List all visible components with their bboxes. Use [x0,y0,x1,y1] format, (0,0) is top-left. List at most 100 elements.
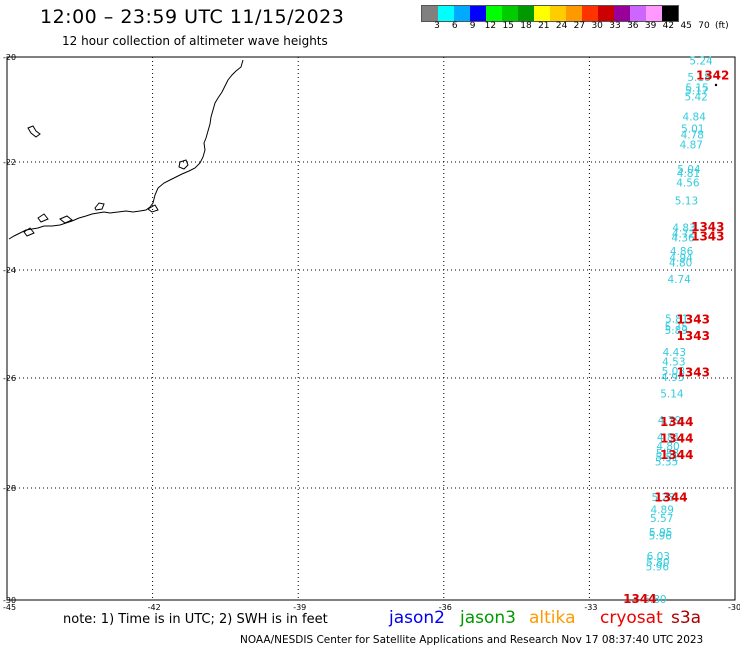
wave-height-label: 5.51 [655,452,678,464]
color-swatch [646,6,662,21]
map-note: note: 1) Time is in UTC; 2) SWH is in fe… [63,612,328,627]
lon-tick-label: -36 [439,603,452,612]
color-scale-label: 18 [520,21,532,31]
color-scale-label: 70 [698,21,710,31]
lon-tick-label: -33 [584,603,597,612]
satellite-legend-item: altika [529,608,576,628]
wave-height-label: 5.08 [662,366,685,378]
wave-height-label: 5.80 [646,557,669,569]
color-scale-label: 42 [662,21,675,31]
wave-height-label: 5.57 [650,513,673,525]
pass-time-label: 1344 [654,491,687,505]
wave-height-label: 4.80 [656,441,679,453]
color-scale-label: 39 [644,21,657,31]
color-swatch [518,6,534,21]
wave-height-label: 5.96 [646,561,670,573]
wave-height-label: 4.53 [662,356,685,368]
wave-height-label: 5.81 [665,314,688,326]
graticule [7,57,735,600]
wave-height-label: 4.80 [669,257,692,269]
wave-height-label: 6.80 [643,594,666,606]
satellite-legend-item: s3a [671,608,702,628]
color-swatch [486,6,502,21]
wave-height-label: 4.94 [669,253,693,265]
color-swatch [566,6,582,21]
color-swatch [534,6,550,21]
page-subtitle: 12 hour collection of altimeter wave hei… [62,34,328,48]
lat-tick-label: -24 [3,266,16,275]
wave-height-labels: 5.24 5.185.155.175.42 4.845.014.784.87 5.04… [643,56,713,606]
color-scale-label: 15 [502,21,514,31]
color-swatch [438,6,454,21]
island-small [27,125,41,138]
lat-tick-label: -28 [3,484,16,493]
map-frame [6,56,736,601]
pass-time-label: 1344 [660,415,693,429]
pass-time-label: 1343 [691,220,724,234]
satellite-legend-item: jason3 [460,608,516,628]
pass-time-label: 1343 [677,329,710,343]
wave-height-label: 4.87 [680,140,703,152]
wave-height-label: 5.53 [656,448,679,460]
color-swatch [662,6,678,21]
wave-height-label: 4.74 [667,274,691,286]
wave-height-label: 4.86 [670,246,694,258]
island-ilha [178,159,189,170]
color-scale-label: 12 [484,21,497,31]
page-title: 12:00 – 23:59 UTC 11/15/2023 [40,6,345,28]
color-scale-label: 24 [555,21,568,31]
color-scale-label: 3 [434,21,440,31]
color-scale-label: 33 [609,21,621,31]
pass-time-label: 1342 [696,0,729,3]
footer-credit: NOAA/NESDIS Center for Satellite Applica… [240,634,704,646]
pass-time-label: 1344 [660,448,693,462]
lon-tick-label: -30 [728,603,740,612]
wave-height-label: 5.35 [655,457,678,469]
wave-height-label: 4.79 [658,415,681,427]
wave-height-label: 4.78 [681,130,704,142]
wave-height-label: 5.01 [681,123,704,135]
color-swatch [454,6,470,21]
coastline-inlet [23,202,159,237]
lat-tick-label: -30 [3,596,16,605]
color-scale-bar [421,5,679,22]
track-end-dot [714,83,718,87]
lon-tick-label: -42 [148,603,161,612]
wave-height-label: 4.83 [672,222,695,234]
wave-height-label: 4.81 [657,432,680,444]
wave-height-label: 5.42 [684,91,707,103]
color-scale-label: 9 [469,21,476,31]
color-swatch [614,6,630,21]
wave-height-label: 4.43 [663,347,686,359]
color-swatch [550,6,566,21]
wave-height-label: 4.72 [672,228,695,240]
pass-time-labels: 1342134213431343134313431343134413441344… [623,0,729,606]
lat-tick-label: -26 [3,374,16,383]
wave-height-label: 5.89 [665,325,688,337]
wave-height-label: 5.28 [651,492,674,504]
wave-height-label: 4.36 [671,233,695,245]
color-swatch [582,6,598,21]
wave-height-label: 5.14 [660,388,684,400]
color-scale-label: 45 [680,21,692,31]
lon-tick-label: -39 [293,603,306,612]
pass-time-label: 1342 [696,68,729,82]
color-swatch [470,6,486,21]
lat-tick-label: -22 [3,158,16,167]
coastline [8,59,244,240]
wave-height-label: 5.17 [685,86,708,98]
pass-time-label: 1343 [677,366,710,380]
color-scale-label: 27 [573,21,586,31]
color-scale-labels: 3 6 9 12 15 18 21 24 27 30 33 36 39 42 45 70 (ft) [421,21,731,33]
wave-height-label: 4.89 [651,504,674,516]
wave-height-label: 5.15 [685,82,708,94]
pass-time-label: 1344 [660,432,693,446]
wave-height-label: 5.95 [649,527,672,539]
wave-height-label: 5.18 [687,72,710,84]
color-scale-label: 36 [627,21,639,31]
color-scale-label: 21 [538,21,550,31]
wave-height-label: 4.95 [661,372,684,384]
wave-height-label: 4.56 [676,178,700,190]
wave-height-label: 5.24 [689,56,713,68]
